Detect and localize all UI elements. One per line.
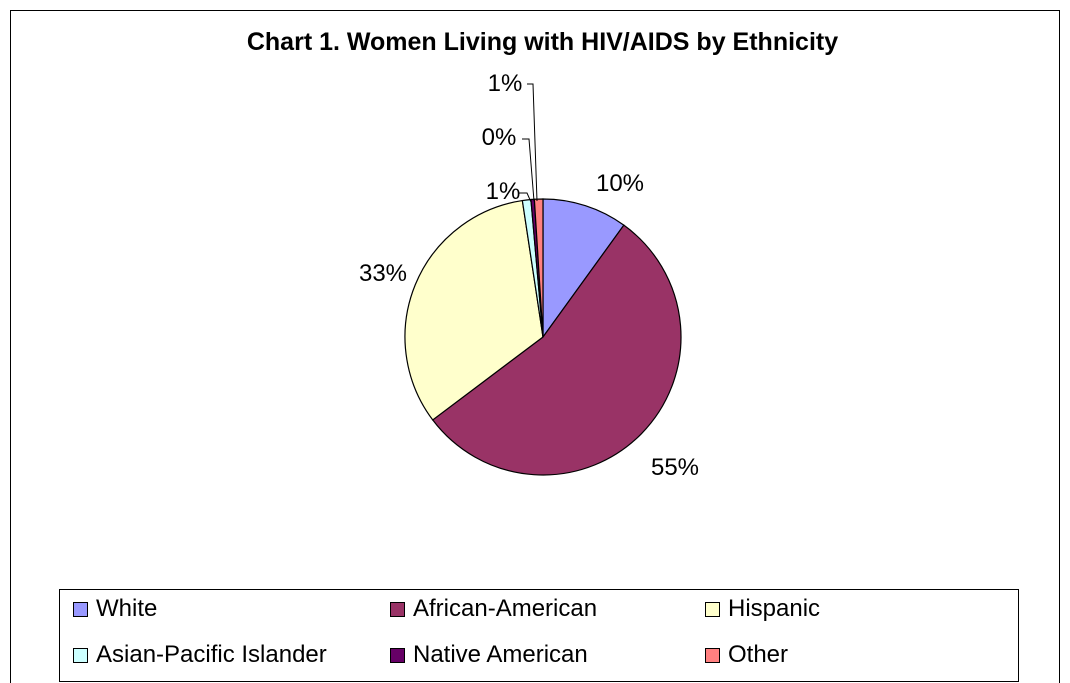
- legend-swatch: [73, 647, 88, 663]
- leader-line: [522, 138, 535, 202]
- legend-swatch: [705, 647, 720, 663]
- pie-slice-hispanic: [404, 199, 544, 421]
- legend-item: Other: [705, 640, 788, 670]
- data-label: 33%: [359, 260, 407, 287]
- legend-label: Asian-Pacific Islander: [96, 641, 327, 668]
- legend-item: Hispanic: [705, 594, 820, 624]
- data-label: 55%: [651, 454, 699, 481]
- legend-item: African-American: [390, 594, 597, 624]
- leader-line: [519, 192, 532, 203]
- legend-label: White: [96, 595, 158, 622]
- leader-line: [527, 83, 538, 202]
- legend: White African-American Hispanic Asian-Pacif…: [59, 589, 1019, 682]
- legend-swatch: [705, 601, 720, 617]
- legend-label: Other: [728, 641, 789, 668]
- data-label: 1%: [488, 70, 523, 97]
- legend-label: Hispanic: [728, 595, 821, 622]
- legend-swatch: [390, 601, 405, 617]
- legend-swatch: [390, 647, 405, 663]
- legend-item: White: [73, 594, 157, 624]
- legend-label: Native American: [413, 641, 588, 668]
- data-label: 0%: [482, 124, 517, 151]
- legend-item: Native American: [390, 640, 588, 670]
- pie-slice-other: [533, 198, 544, 338]
- pie-slice-african-american: [431, 224, 682, 476]
- legend-item: Asian-Pacific Islander: [73, 640, 327, 670]
- chart-title: Chart 1. Women Living with HIV/AIDS by E…: [246, 28, 839, 56]
- data-label: 1%: [486, 178, 521, 205]
- legend-swatch: [73, 601, 88, 617]
- legend-label: African-American: [413, 595, 598, 622]
- data-label: 10%: [596, 170, 644, 197]
- pie-slice-white: [542, 198, 625, 339]
